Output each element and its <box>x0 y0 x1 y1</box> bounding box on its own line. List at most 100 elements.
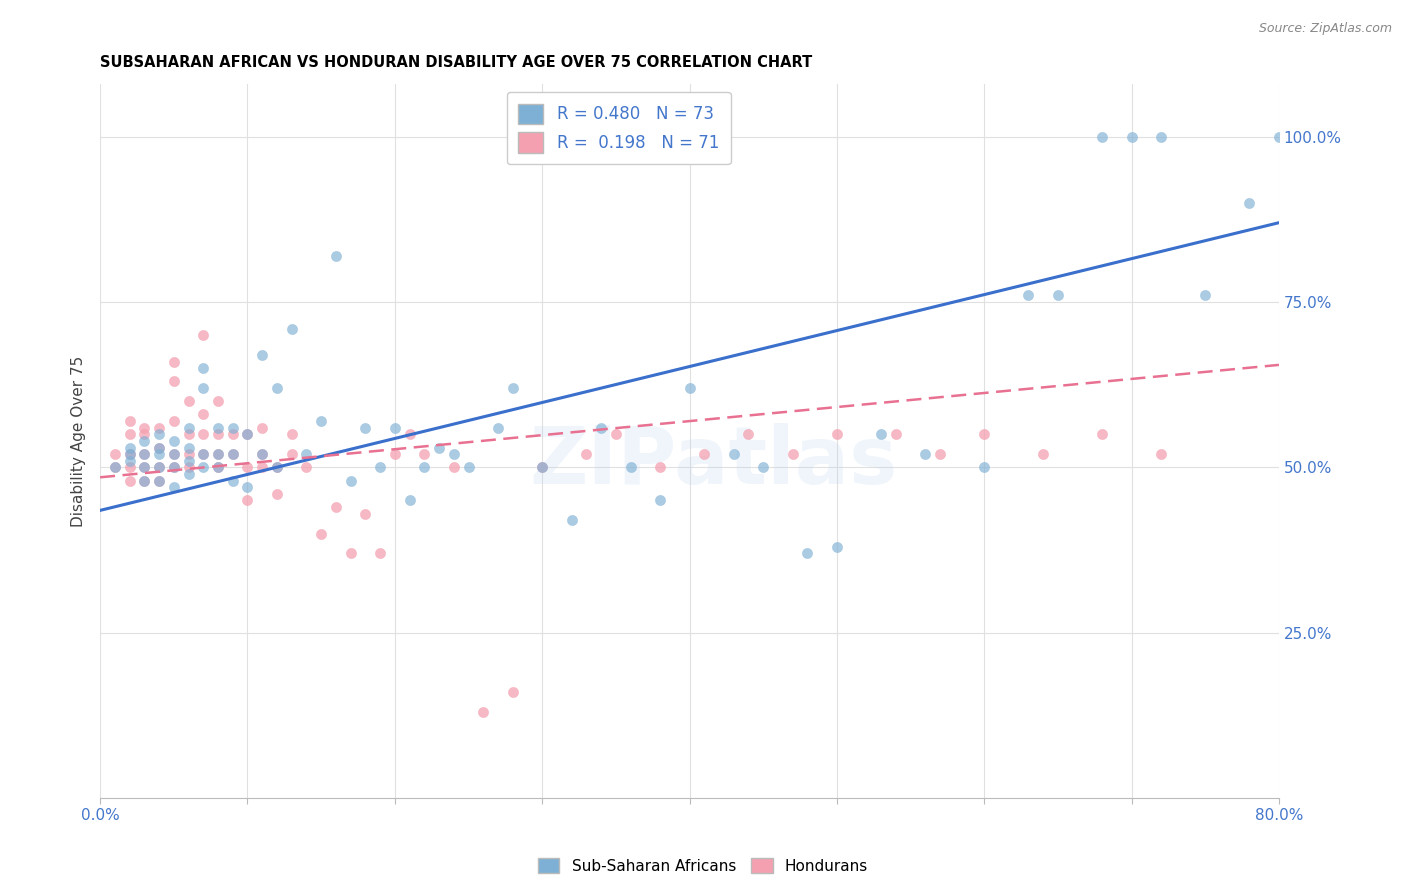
Point <box>207 427 229 442</box>
Point <box>148 441 170 455</box>
Point <box>236 493 259 508</box>
Point <box>295 460 318 475</box>
Point <box>163 354 186 368</box>
Point <box>134 427 156 442</box>
Point <box>118 441 141 455</box>
Point <box>295 447 318 461</box>
Point <box>118 454 141 468</box>
Point <box>266 381 288 395</box>
Point <box>134 420 156 434</box>
Point <box>427 441 450 455</box>
Legend: R = 0.480   N = 73, R =  0.198   N = 71: R = 0.480 N = 73, R = 0.198 N = 71 <box>506 92 731 164</box>
Point <box>1239 195 1261 210</box>
Point <box>870 427 893 442</box>
Point <box>929 447 952 461</box>
Point <box>222 427 245 442</box>
Point <box>193 361 215 376</box>
Point <box>148 441 170 455</box>
Point <box>222 447 245 461</box>
Point <box>193 447 215 461</box>
Point <box>222 474 245 488</box>
Point <box>207 447 229 461</box>
Point <box>193 460 215 475</box>
Point <box>678 381 700 395</box>
Point <box>1032 447 1054 461</box>
Point <box>280 447 302 461</box>
Point <box>163 480 186 494</box>
Point <box>118 414 141 428</box>
Point <box>384 447 406 461</box>
Point <box>163 447 186 461</box>
Point <box>280 427 302 442</box>
Point <box>148 427 170 442</box>
Point <box>163 460 186 475</box>
Point <box>1017 288 1039 302</box>
Point <box>207 460 229 475</box>
Point <box>163 375 186 389</box>
Point <box>236 427 259 442</box>
Point <box>236 427 259 442</box>
Point <box>250 447 273 461</box>
Point <box>148 460 170 475</box>
Point <box>486 420 509 434</box>
Point <box>457 460 479 475</box>
Text: Source: ZipAtlas.com: Source: ZipAtlas.com <box>1258 22 1392 36</box>
Point <box>1091 427 1114 442</box>
Point <box>163 460 186 475</box>
Point <box>1121 129 1143 144</box>
Point <box>193 427 215 442</box>
Point <box>309 526 332 541</box>
Point <box>250 348 273 362</box>
Point <box>502 381 524 395</box>
Point <box>443 447 465 461</box>
Point <box>177 467 200 481</box>
Point <box>236 480 259 494</box>
Point <box>693 447 716 461</box>
Point <box>207 394 229 409</box>
Legend: Sub-Saharan Africans, Hondurans: Sub-Saharan Africans, Hondurans <box>531 852 875 880</box>
Point <box>325 249 347 263</box>
Point <box>250 447 273 461</box>
Point <box>502 685 524 699</box>
Point <box>207 460 229 475</box>
Point <box>148 474 170 488</box>
Point <box>266 460 288 475</box>
Point <box>973 460 995 475</box>
Point <box>266 460 288 475</box>
Point <box>737 427 759 442</box>
Point <box>796 546 818 560</box>
Point <box>1150 447 1173 461</box>
Point <box>118 460 141 475</box>
Point <box>148 420 170 434</box>
Point <box>163 434 186 448</box>
Point <box>266 487 288 501</box>
Point <box>368 460 391 475</box>
Point <box>398 493 420 508</box>
Point <box>177 427 200 442</box>
Point <box>398 427 420 442</box>
Point <box>1194 288 1216 302</box>
Text: ZIPatlas: ZIPatlas <box>529 424 897 501</box>
Point <box>177 420 200 434</box>
Point <box>193 328 215 343</box>
Point <box>443 460 465 475</box>
Point <box>236 460 259 475</box>
Point <box>193 447 215 461</box>
Point <box>752 460 775 475</box>
Point <box>148 460 170 475</box>
Point <box>193 381 215 395</box>
Point <box>413 460 436 475</box>
Point <box>591 420 613 434</box>
Point <box>309 414 332 428</box>
Point <box>648 460 671 475</box>
Y-axis label: Disability Age Over 75: Disability Age Over 75 <box>72 355 86 526</box>
Point <box>134 447 156 461</box>
Point <box>825 540 848 554</box>
Point <box>825 427 848 442</box>
Point <box>605 427 627 442</box>
Point <box>118 447 141 461</box>
Point <box>104 447 127 461</box>
Point <box>339 474 361 488</box>
Point <box>472 705 495 719</box>
Point <box>1150 129 1173 144</box>
